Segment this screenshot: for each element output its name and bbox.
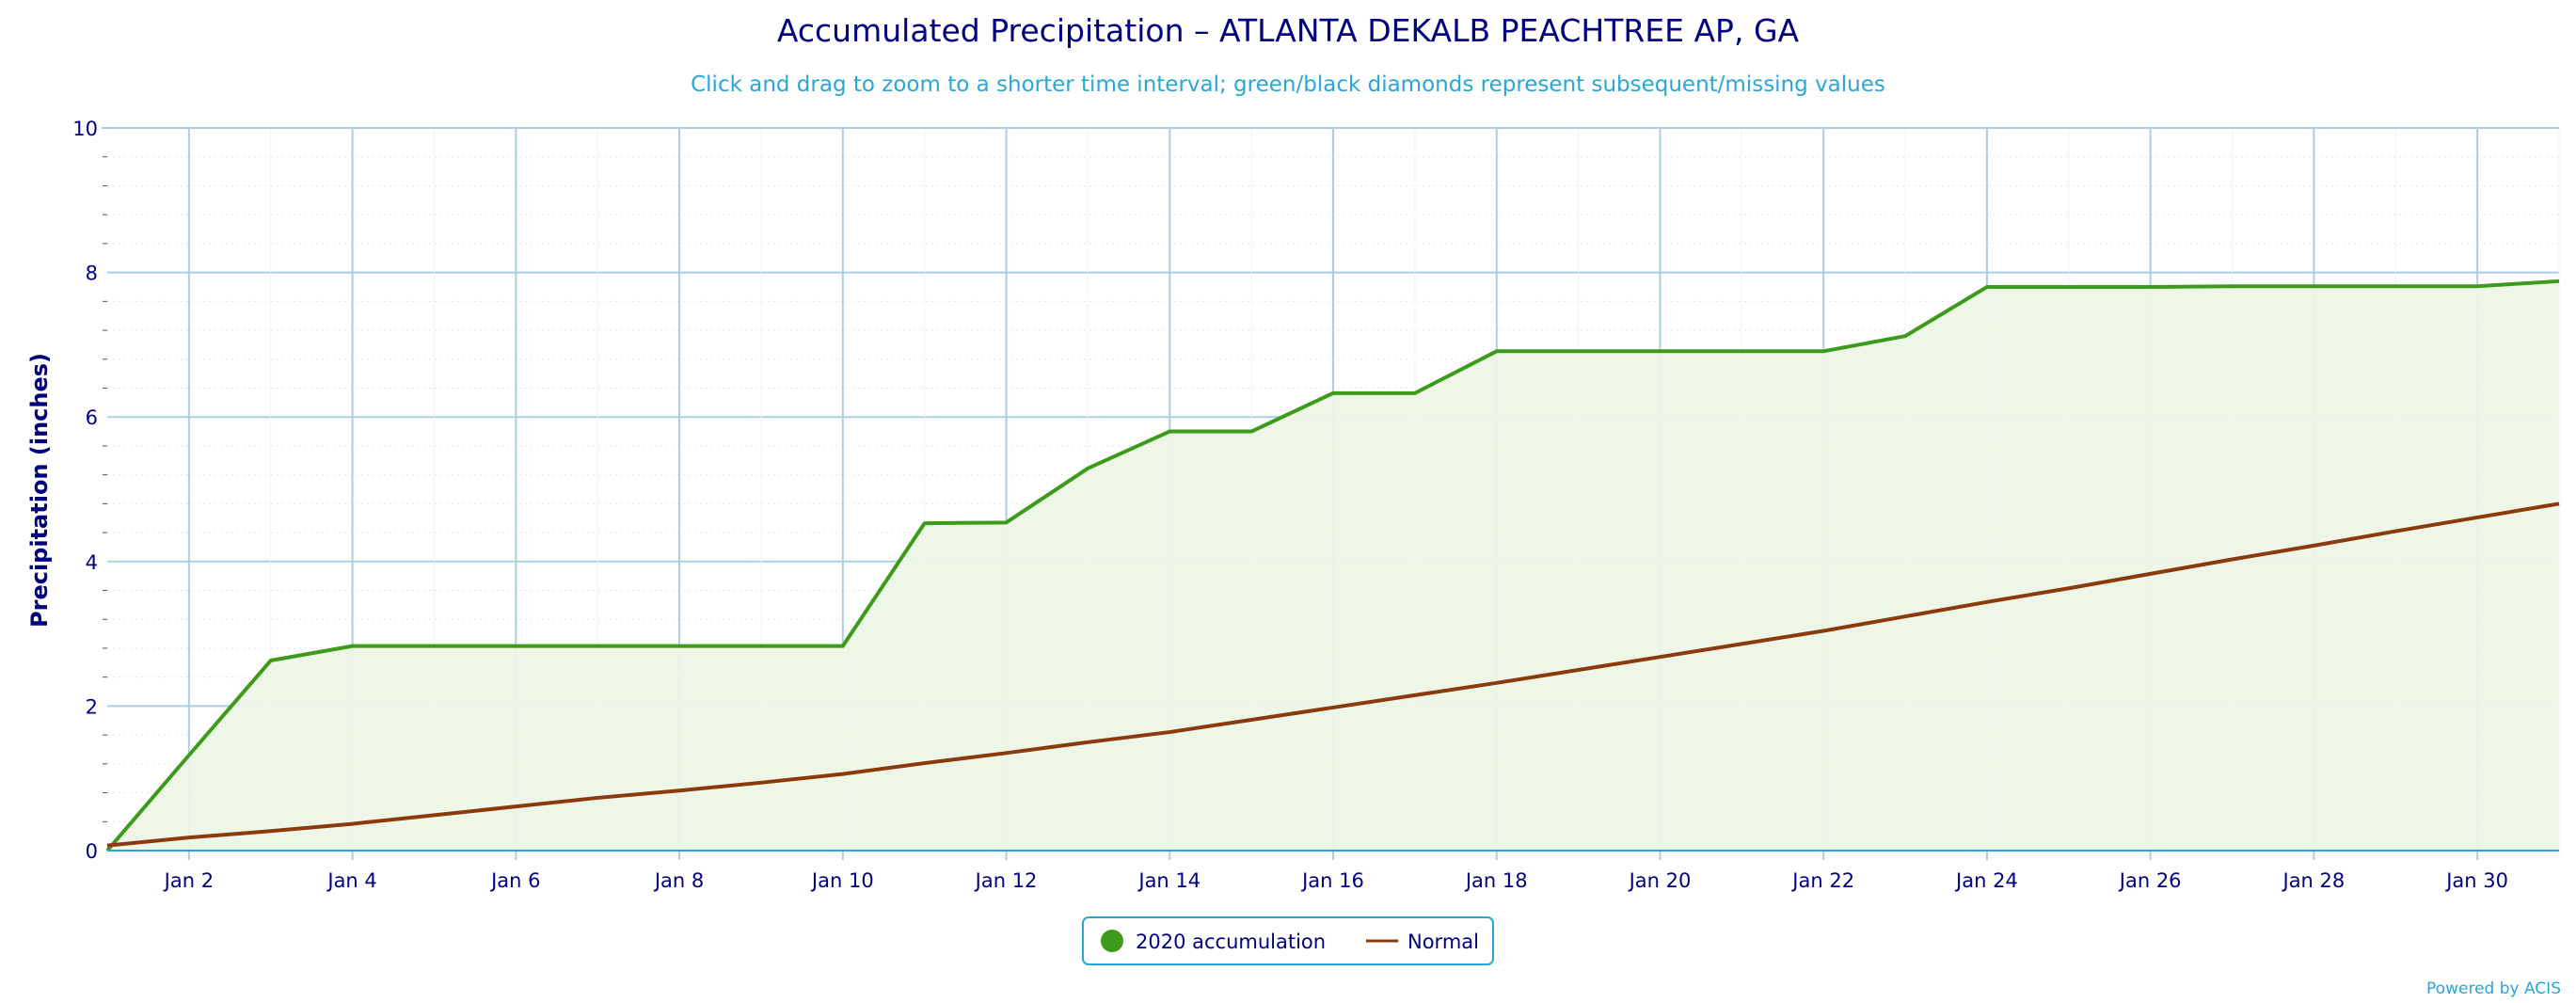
legend-box (1082, 916, 1494, 965)
area-2020-accumulation (107, 280, 2559, 851)
x-tick-label: Jan 6 (489, 869, 540, 892)
area-layer (107, 280, 2559, 851)
y-tick-label: 0 (86, 840, 98, 863)
y-axis-label: Precipitation (inches) (26, 353, 53, 628)
axis-layer (102, 127, 2559, 860)
x-tick-label: Jan 8 (653, 869, 704, 892)
x-tick-label: Jan 16 (1300, 869, 1364, 892)
x-tick-label: Jan 2 (163, 869, 214, 892)
y-tick-label: 10 (72, 118, 98, 140)
credits-link[interactable]: Powered by ACIS (2426, 979, 2561, 998)
tick-labels: 0 2 4 6 8 10 Jan 2 Jan 4 Jan 6 Jan 8 Jan 10 Jan 12 J… (72, 118, 2508, 892)
y-tick-label: 6 (86, 406, 98, 429)
legend[interactable]: 2020 accumulation Normal (1082, 916, 1494, 965)
legend-marker-2020-accumulation (1101, 930, 1123, 952)
chart-title: Accumulated Precipitation – ATLANTA DEKA… (777, 12, 1800, 49)
x-tick-label: Jan 18 (1464, 869, 1528, 892)
x-tick-label: Jan 28 (2282, 869, 2345, 892)
x-tick-label: Jan 30 (2444, 869, 2508, 892)
y-tick-label: 8 (86, 263, 98, 285)
legend-label-normal: Normal (1407, 931, 1479, 953)
x-tick-label: Jan 20 (1628, 869, 1692, 892)
y-tick-label: 2 (86, 695, 98, 718)
series-line-2020-accumulation[interactable] (105, 279, 2560, 852)
legend-item-2020-accumulation[interactable]: 2020 accumulation (1101, 930, 1326, 953)
series-line-normal[interactable] (106, 502, 2560, 848)
chart-subtitle: Click and drag to zoom to a shorter time… (691, 72, 1885, 97)
x-tick-label: Jan 24 (1954, 869, 2018, 892)
x-tick-label: Jan 10 (810, 869, 874, 892)
x-tick-label: Jan 12 (974, 869, 1038, 892)
x-tick-label: Jan 26 (2118, 869, 2182, 892)
x-tick-label: Jan 4 (326, 869, 376, 892)
x-tick-label: Jan 14 (1137, 869, 1201, 892)
legend-label-2020-accumulation: 2020 accumulation (1136, 931, 1326, 953)
y-tick-label: 4 (86, 551, 98, 574)
x-tick-label: Jan 22 (1790, 869, 1854, 892)
legend-item-normal[interactable]: Normal (1366, 931, 1479, 953)
line-layer[interactable] (102, 276, 2565, 856)
